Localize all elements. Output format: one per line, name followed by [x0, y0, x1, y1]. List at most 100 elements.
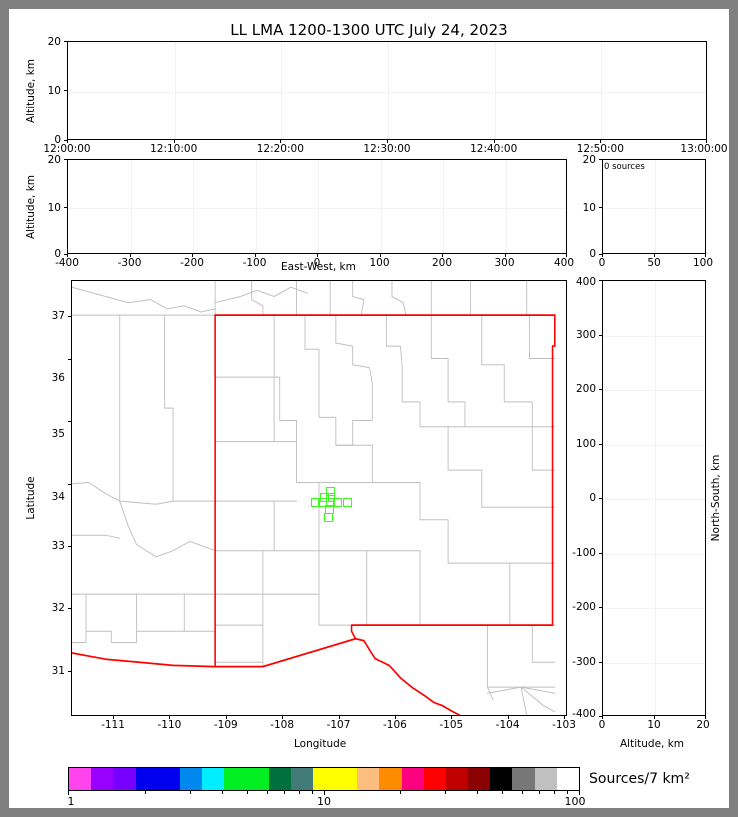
colorbar-minor-tick	[298, 791, 300, 794]
xtick-label: 100	[369, 257, 390, 269]
colorbar-minor-tick	[283, 791, 285, 794]
colorbar-band	[179, 768, 203, 790]
xtick-label: -106	[382, 719, 407, 731]
colorbar-band	[468, 768, 491, 790]
colorbar-band	[490, 768, 513, 790]
colorbar-band	[534, 768, 557, 790]
colorbar-minor-tick	[477, 791, 479, 794]
ytick-label: 0	[54, 134, 61, 146]
time-height-panel[interactable]	[67, 41, 707, 140]
ytick-label: 10	[582, 202, 596, 214]
xtick-label: -109	[213, 719, 238, 731]
sources-density-colorbar[interactable]	[68, 767, 580, 791]
colorbar-minor-tick	[311, 791, 313, 794]
xtick-label: 0	[598, 719, 606, 731]
colorbar-minor-tick	[266, 791, 268, 794]
page-title: LL LMA 1200-1300 UTC July 24, 2023	[230, 21, 508, 39]
colorbar-band	[69, 768, 92, 790]
east-west-xlabel: East-West, km	[281, 261, 356, 273]
ytick-label: -300	[572, 655, 596, 668]
colorbar-minor-tick	[189, 791, 191, 794]
xtick-label: -300	[117, 257, 142, 269]
map-xlabel: Longitude	[294, 738, 347, 750]
north-south-xlabel: Altitude, km	[620, 738, 685, 750]
colorbar-container[interactable]	[68, 767, 580, 791]
ytick-label: 20	[47, 36, 61, 48]
colorbar-band	[202, 768, 225, 790]
colorbar-band	[312, 768, 336, 790]
station-marker	[325, 492, 335, 502]
ytick-label: 32	[51, 602, 65, 615]
station-marker	[324, 513, 333, 522]
colorbar-band	[556, 768, 579, 790]
xtick-label: -400	[55, 257, 79, 269]
colorbar-minor-tick	[522, 791, 524, 794]
colorbar-band	[512, 768, 535, 790]
station-marker	[320, 493, 329, 502]
map-ylabel: Latitude	[25, 476, 37, 520]
colorbar-band	[379, 768, 402, 790]
colorbar-tick-label: 1	[67, 795, 75, 808]
xtick-label: 12:30:00	[363, 143, 411, 155]
station-marker	[343, 498, 352, 507]
ytick-label: 35	[51, 428, 65, 441]
xtick-label: 12:40:00	[470, 143, 518, 155]
colorbar-minor-tick	[502, 791, 504, 794]
map-geography	[72, 281, 556, 715]
xtick-label: 12:20:00	[256, 143, 304, 155]
station-marker	[311, 498, 320, 507]
colorbar-minor-tick	[400, 791, 402, 794]
north-south-height-panel[interactable]	[602, 280, 706, 716]
figure-canvas: LL LMA 1200-1300 UTC July 24, 2023 0 1 0 …	[9, 9, 729, 808]
colorbar-minor-tick	[445, 791, 447, 794]
ytick-label: 0	[54, 248, 61, 260]
xtick-label: 13:00:00	[680, 143, 728, 155]
station-marker	[325, 498, 335, 507]
colorbar-band	[91, 768, 114, 790]
ytick-label: 10	[47, 202, 61, 214]
xtick-label: 200	[431, 257, 453, 269]
colorbar-band	[445, 768, 469, 790]
ytick-label: 36	[51, 372, 65, 384]
ytick-label: 0	[589, 492, 596, 504]
xtick-label: 50	[647, 257, 661, 269]
xtick-label: 100	[692, 257, 714, 269]
colorbar-tick-label: 10	[317, 795, 331, 808]
ytick-label: -200	[572, 601, 596, 613]
colorbar-band	[224, 768, 247, 790]
xtick-label: -104	[495, 719, 520, 731]
xtick-label: -108	[270, 719, 295, 731]
colorbar-band	[401, 768, 424, 790]
ytick-label: -100	[572, 546, 596, 559]
xtick-label: 400	[553, 257, 575, 269]
xtick-label: -110	[157, 719, 182, 731]
xtick-label: -200	[180, 257, 204, 269]
ytick-label: 20	[582, 154, 596, 166]
xtick-label: -100	[242, 257, 267, 269]
station-marker	[325, 486, 335, 496]
colorbar-band	[357, 768, 380, 790]
colorbar-band	[423, 768, 446, 790]
ytick-label: 20	[47, 154, 61, 166]
xtick-label: 10	[647, 719, 661, 731]
plan-view-map-panel[interactable]	[71, 280, 567, 716]
xtick-label: 0	[313, 257, 321, 269]
xtick-label: 12:50:00	[576, 143, 624, 155]
source-count-annotation: 0 sources	[604, 162, 645, 172]
xtick-label: 300	[494, 257, 515, 269]
altitude-histogram-panel[interactable]	[602, 159, 706, 254]
colorbar-tick-label: 100	[564, 795, 586, 808]
colorbar-band	[113, 768, 136, 790]
east-west-height-panel[interactable]	[67, 159, 567, 254]
north-south-ylabel: North-South, km	[710, 454, 722, 542]
station-marker	[318, 498, 327, 507]
ytick-label: 400	[575, 276, 596, 288]
station-marker	[333, 498, 342, 507]
colorbar-minor-tick	[144, 791, 146, 794]
colorbar-minor-tick	[221, 791, 223, 794]
east-west-height-ylabel: Altitude, km	[25, 174, 37, 240]
colorbar-minor-tick	[539, 791, 541, 794]
ytick-label: 33	[51, 539, 65, 552]
ytick-label: 10	[47, 85, 61, 97]
